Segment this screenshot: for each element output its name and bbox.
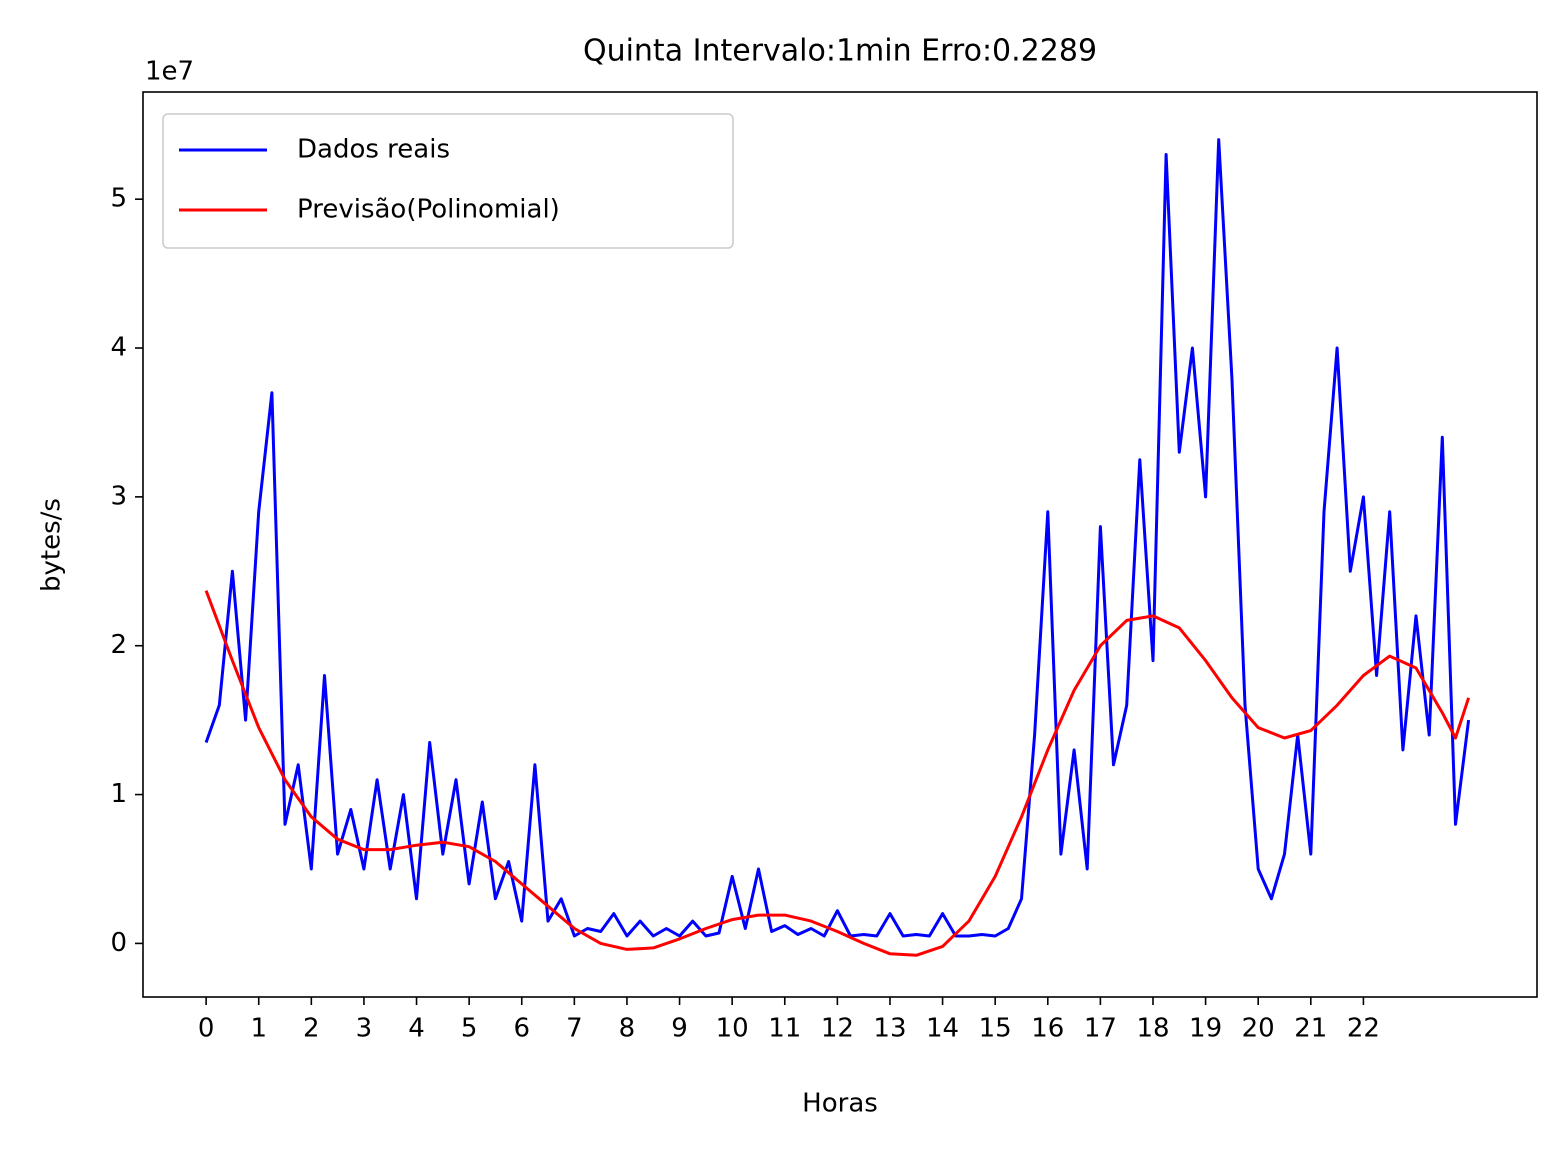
- data-line: [204, 138, 1471, 938]
- y-tick-label: 4: [110, 333, 127, 363]
- x-tick-label: 4: [408, 1014, 425, 1044]
- x-tick-label: 10: [716, 1014, 749, 1044]
- legend-frame: [162, 113, 734, 249]
- x-tick-label: 0: [198, 1014, 215, 1044]
- x-tick-label: 16: [1031, 1014, 1064, 1044]
- chart-title: Quinta Intervalo:1min Erro:0.2289: [583, 34, 1097, 69]
- y-tick-label: 1: [110, 779, 127, 809]
- x-tick-label: 19: [1189, 1014, 1222, 1044]
- x-tick-label: 22: [1347, 1014, 1380, 1044]
- x-tick-label: 3: [356, 1014, 373, 1044]
- x-tick-label: 15: [979, 1014, 1012, 1044]
- x-tick-label: 20: [1242, 1014, 1275, 1044]
- data-line: [204, 590, 1471, 957]
- y-axis-label: bytes/s: [37, 498, 67, 592]
- x-axis-label: Horas: [802, 1089, 878, 1119]
- axes-frame: [142, 91, 1538, 998]
- x-tick-label: 18: [1136, 1014, 1169, 1044]
- y-tick-label: 5: [110, 184, 127, 214]
- x-tick-label: 13: [873, 1014, 906, 1044]
- legend-label: Dados reais: [297, 135, 450, 165]
- legend-label: Previsão(Polinomial): [297, 195, 560, 225]
- x-tick-label: 11: [768, 1014, 801, 1044]
- y-tick-label: 2: [110, 630, 127, 660]
- x-tick-label: 8: [619, 1014, 636, 1044]
- x-tick-label: 9: [671, 1014, 688, 1044]
- legend: Dados reais Previsão(Polinomial): [162, 113, 734, 249]
- x-tick-label: 2: [303, 1014, 320, 1044]
- y-tick-label: 0: [110, 928, 127, 958]
- x-tick-label: 6: [513, 1014, 530, 1044]
- x-tick-label: 17: [1084, 1014, 1117, 1044]
- x-tick-label: 1: [250, 1014, 267, 1044]
- x-tick-label: 5: [461, 1014, 478, 1044]
- x-tick-label: 12: [821, 1014, 854, 1044]
- x-tick-label: 21: [1294, 1014, 1327, 1044]
- x-tick-label: 7: [566, 1014, 583, 1044]
- y-tick-label: 3: [110, 481, 127, 511]
- offset-text: 1e7: [145, 57, 194, 87]
- x-tick-label: 14: [926, 1014, 959, 1044]
